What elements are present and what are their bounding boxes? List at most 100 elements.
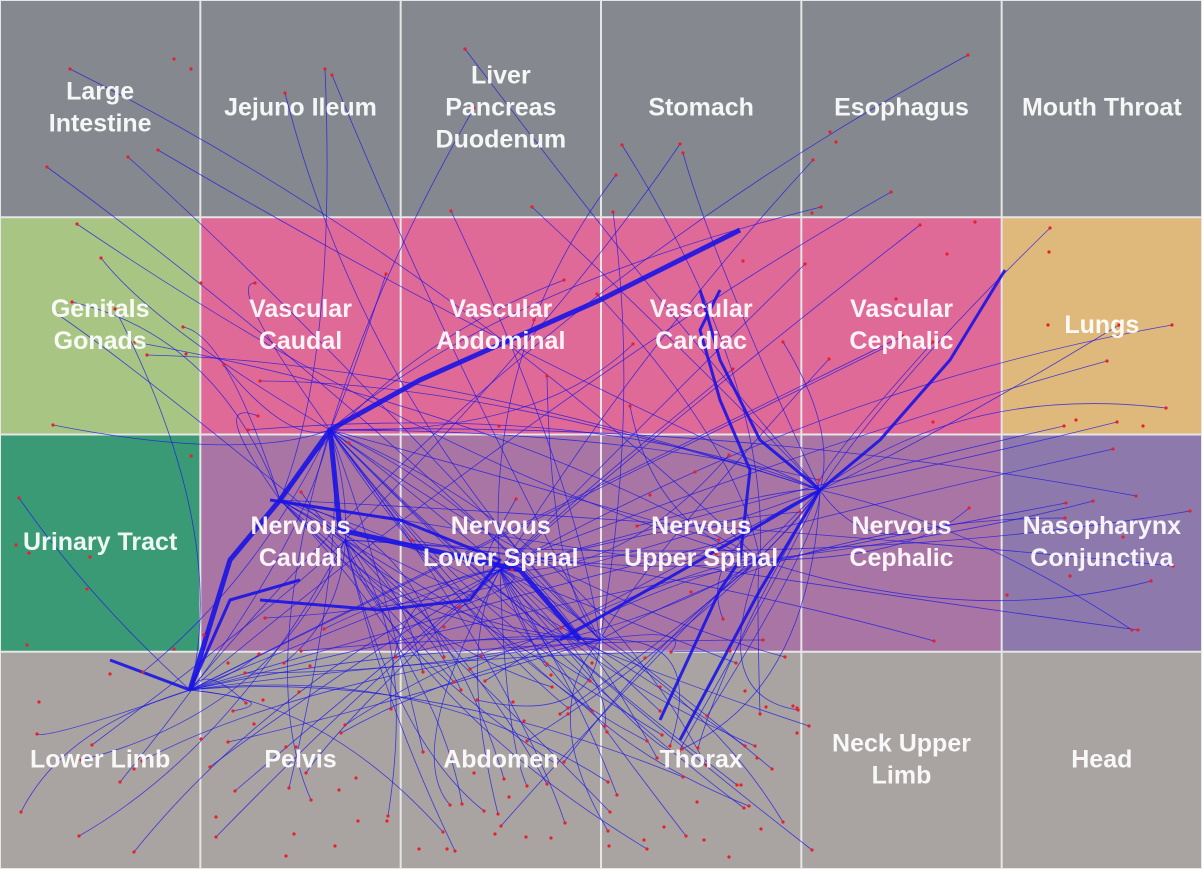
vessel-edge: [706, 489, 821, 717]
vessel-node: [753, 744, 757, 748]
vessel-edge: [189, 335, 904, 691]
region-label-nasopharynx-conjunctiva: Nasopharynx Conjunctiva: [1023, 512, 1181, 572]
vessel-node: [257, 652, 261, 656]
vessel-edge: [189, 650, 731, 691]
vessel-node: [566, 706, 570, 710]
vessel-edge: [499, 569, 687, 837]
vessel-edge: [189, 502, 1067, 691]
vessel-edge: [133, 569, 501, 853]
vessel-node: [475, 698, 479, 702]
vessel-node: [214, 835, 218, 839]
vessel-node: [945, 252, 949, 256]
vessel-node: [770, 767, 774, 771]
region-cell-large-intestine: [0, 0, 201, 218]
region-label-line: Duodenum: [436, 125, 567, 153]
vessel-node: [88, 555, 92, 559]
vessel-node: [611, 210, 615, 214]
vessel-node: [77, 834, 81, 838]
vessel-edge: [682, 152, 821, 491]
vessel-edge: [329, 206, 822, 431]
vessel-node: [973, 220, 977, 224]
vessel-node: [696, 746, 700, 750]
vessel-node: [113, 307, 117, 311]
vessel-node: [695, 800, 699, 804]
vessel-edge: [52, 424, 331, 446]
vessel-edge: [189, 689, 444, 833]
vessel-node: [75, 222, 79, 226]
vessel-node: [681, 775, 685, 779]
region-label-line: Neck Upper: [832, 729, 971, 757]
vessel-edge: [678, 489, 821, 752]
vessel-node: [728, 649, 732, 653]
vessel-node: [717, 538, 721, 542]
region-label-mouth-throat: Mouth Throat: [1022, 93, 1182, 121]
vessel-edge: [322, 526, 601, 641]
vessel-node: [525, 784, 529, 788]
vessel-node: [199, 281, 203, 285]
vessel-node: [834, 140, 838, 144]
vessel-node: [282, 661, 286, 665]
vessel-node: [283, 91, 287, 95]
vessel-edge: [279, 499, 663, 736]
vessel-node: [294, 745, 298, 749]
vessel-edge: [329, 343, 634, 431]
region-label-line: Gonads: [54, 327, 147, 355]
vessel-node: [741, 259, 745, 263]
vessel-node: [1149, 579, 1153, 583]
vessel-node: [79, 758, 83, 762]
vessel-node: [132, 767, 136, 771]
vessel-node: [727, 855, 731, 859]
vessel-node: [68, 67, 72, 71]
vessel-edge: [499, 368, 734, 571]
vessel-edge: [279, 499, 553, 688]
vessel-edge: [329, 429, 745, 809]
vessel-node: [1064, 501, 1068, 505]
region-label-nervous-caudal: Nervous Caudal: [250, 512, 350, 572]
vessel-node: [222, 363, 226, 367]
region-label-line: Lower Spinal: [423, 544, 579, 572]
vessel-edge: [182, 326, 281, 501]
vessel-edge: [819, 227, 1051, 491]
vessel-edge: [411, 539, 761, 567]
vessel-node: [913, 531, 917, 535]
vessel-edge: [636, 489, 821, 527]
vessel-edge: [329, 428, 1137, 497]
vessel-node: [511, 700, 515, 704]
vessel-edge: [344, 510, 1191, 552]
vessel-node: [545, 374, 549, 378]
vessel-node: [493, 832, 497, 836]
region-label-line: Liver: [471, 61, 531, 89]
vessel-edge: [189, 632, 209, 691]
vessel-edge: [189, 360, 1108, 691]
region-label-line: Vascular: [650, 295, 753, 323]
vessel-node: [156, 148, 160, 152]
vessel-node: [931, 420, 935, 424]
vessel-edge: [344, 539, 648, 850]
vessel-node: [549, 836, 553, 840]
vessel-edge: [279, 499, 548, 785]
vessel-node: [85, 587, 89, 591]
vessel-node: [643, 656, 647, 660]
region-label-line: Upper Spinal: [624, 544, 778, 572]
vessel-node: [590, 709, 594, 713]
region-label-line: Thorax: [659, 745, 742, 773]
vessel-node: [545, 782, 549, 786]
vessel-node: [680, 747, 684, 751]
vessel-node: [1047, 250, 1051, 254]
vessel-node: [25, 643, 29, 647]
vessel-node: [448, 752, 452, 756]
vessel-node: [658, 709, 662, 713]
vessel-node: [1171, 564, 1175, 568]
vessel-node: [172, 57, 176, 61]
vessel-node: [457, 605, 461, 609]
vessel-edge: [819, 421, 1118, 491]
vessel-node: [394, 655, 398, 659]
vessel-node: [386, 814, 390, 818]
region-label-line: Vascular: [850, 295, 953, 323]
vessel-edge: [621, 144, 761, 561]
region-label-line: Lungs: [1064, 311, 1139, 339]
vessel-node: [791, 704, 795, 708]
vessel-edge: [717, 489, 821, 620]
vessel-node: [1115, 420, 1119, 424]
vessel-node: [17, 496, 21, 500]
